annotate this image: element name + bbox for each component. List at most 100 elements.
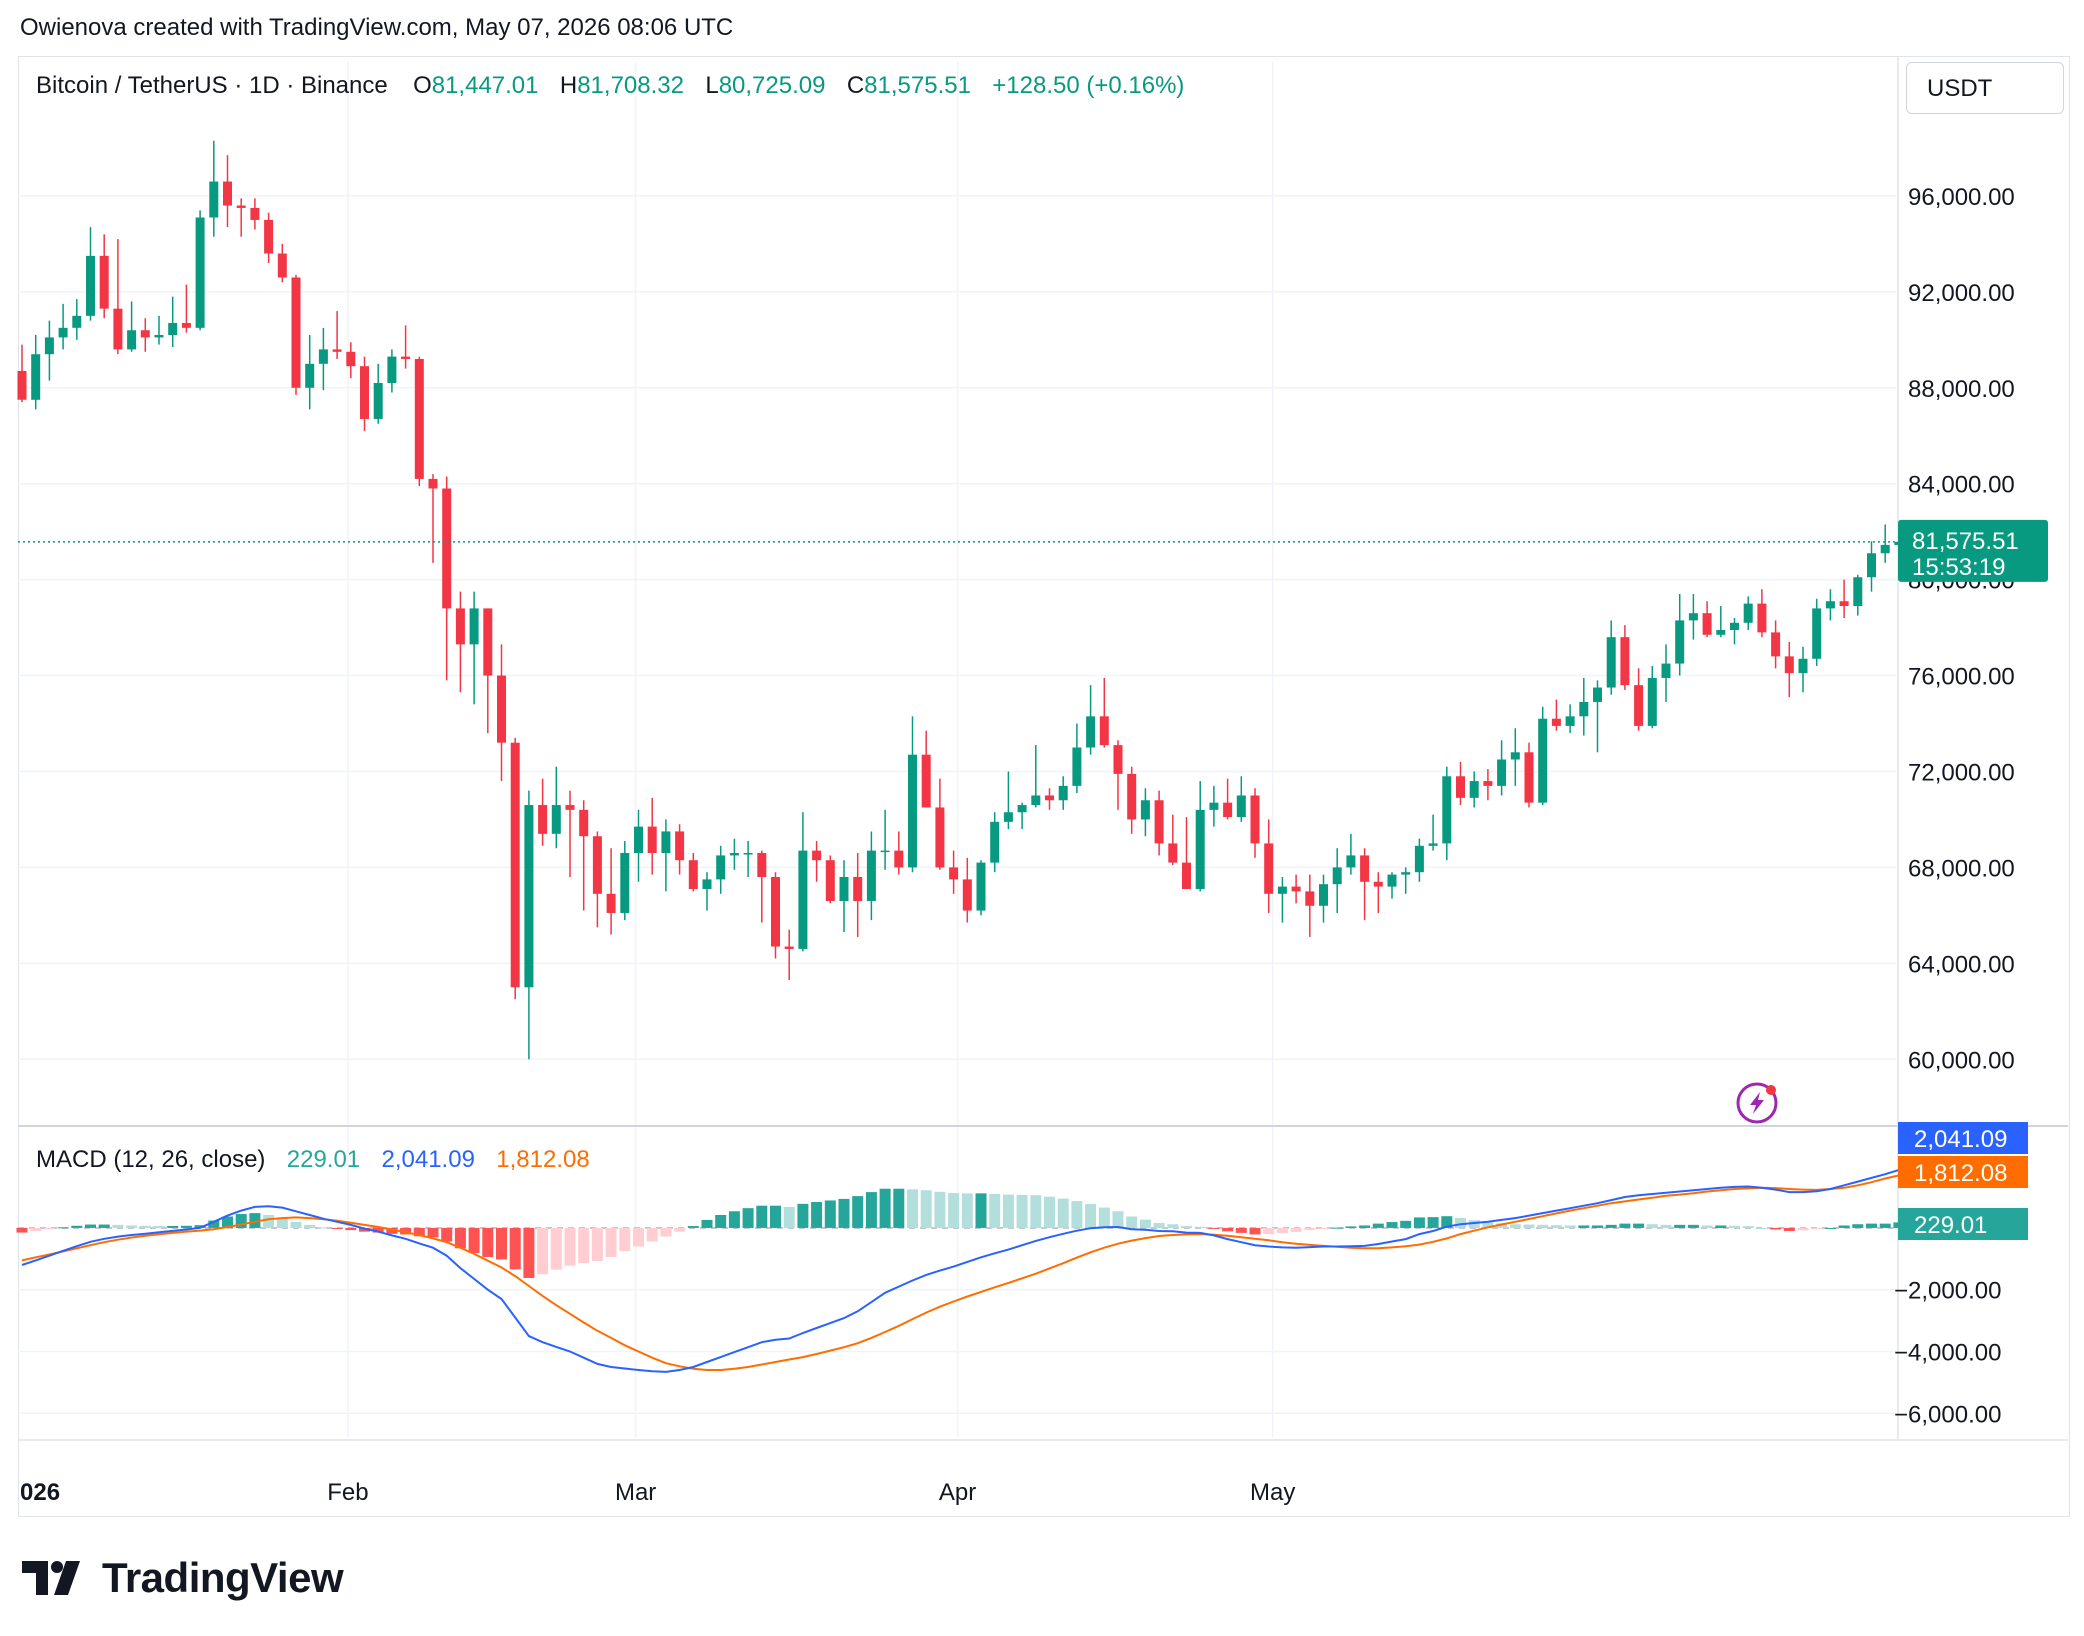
macd-histogram-bar (742, 1208, 754, 1228)
candle-body (99, 255, 109, 309)
candle-body (1853, 577, 1863, 607)
macd-histogram-bar (1413, 1217, 1425, 1228)
macd-histogram-bar (1276, 1227, 1288, 1234)
chart-credit: Owienova created with TradingView.com, M… (20, 14, 734, 41)
candle-body (908, 754, 917, 868)
macd-histogram-bar (1537, 1224, 1549, 1228)
macd-histogram-bar (1660, 1224, 1672, 1228)
macd-histogram-bar (537, 1227, 549, 1275)
macd-histogram-bar (961, 1193, 973, 1228)
candle-body (1401, 872, 1411, 875)
candle-body (469, 608, 479, 645)
macd-histogram-bar (1797, 1227, 1809, 1231)
macd-histogram-bar (290, 1221, 302, 1228)
macd-legend: MACD (12, 26, close) 229.01 2,041.09 1,8… (36, 1146, 590, 1174)
price-tick-label: 64,000.00 (1908, 951, 2015, 978)
candle-body (894, 850, 904, 868)
time-tick-label: May (1250, 1479, 1295, 1506)
candle-body (551, 805, 561, 834)
macd-histogram-bar (345, 1227, 357, 1231)
macd-histogram-bar (1386, 1222, 1398, 1228)
candle-body (181, 323, 191, 328)
candle-body (798, 850, 808, 949)
macd-histogram-bar (1331, 1227, 1343, 1229)
candle-body (688, 860, 698, 889)
lightning-alert-icon[interactable] (1736, 1082, 1778, 1124)
candle-body (1072, 747, 1082, 786)
price-tick-label: 76,000.00 (1908, 664, 2015, 691)
macd-histogram-bar (920, 1190, 932, 1228)
macd-histogram-bar (633, 1227, 644, 1247)
open-label: O (413, 72, 432, 99)
price-tick-label: 68,000.00 (1908, 855, 2015, 882)
macd-pane (16, 1163, 1927, 1373)
macd-histogram-bar (263, 1214, 275, 1228)
macd-histogram-bar (1112, 1211, 1124, 1228)
macd-histogram-bar (57, 1227, 69, 1229)
macd-histogram-bar (1427, 1217, 1439, 1228)
macd-histogram-bar (126, 1225, 138, 1228)
macd-histogram-bar (934, 1191, 946, 1228)
macd-histogram-bar (879, 1188, 891, 1228)
time-tick-label: Feb (327, 1479, 368, 1506)
macd-histogram-bar (619, 1227, 631, 1252)
macd-histogram-bar (1030, 1195, 1042, 1228)
currency-selector[interactable]: USDT (1906, 62, 2064, 114)
macd-histogram-bar (797, 1203, 809, 1228)
candle-body (236, 205, 246, 208)
candle-body (360, 366, 369, 419)
candle-body (1565, 716, 1575, 726)
macd-histogram-bar (208, 1220, 220, 1228)
candle-body (510, 742, 520, 988)
candle-body (538, 805, 548, 834)
macd-histogram-bar (1578, 1225, 1590, 1228)
candle-body (305, 363, 315, 388)
candle-body (853, 876, 863, 901)
macd-line (21, 1163, 1927, 1373)
macd-histogram-bar (1304, 1227, 1316, 1231)
macd-histogram-bar (824, 1200, 836, 1228)
macd-histogram-bar (989, 1193, 1001, 1228)
macd-tick-label: −6,000.00 (1894, 1401, 2001, 1428)
candle-body (1812, 608, 1822, 659)
price-tick-label: 60,000.00 (1908, 1047, 2015, 1074)
candle-body (1099, 716, 1109, 746)
macd-tick-label: −2,000.00 (1894, 1278, 2001, 1305)
macd-histogram-bar (331, 1227, 343, 1229)
candle-body (675, 831, 685, 861)
candle-body (72, 315, 82, 328)
candle-body (140, 330, 150, 338)
candle-body (592, 836, 602, 894)
candle-body (1373, 881, 1383, 887)
candle-body (168, 323, 178, 336)
candle-body (1277, 886, 1287, 894)
candle-body (442, 488, 452, 609)
macd-histogram-bar (139, 1225, 151, 1228)
candle-body (1003, 812, 1013, 822)
macd-histogram-bar (222, 1216, 233, 1228)
candle-body (1497, 759, 1507, 786)
chart-frame (18, 56, 2070, 1517)
macd-histogram-bar (1879, 1223, 1891, 1228)
macd-histogram-bar (783, 1206, 795, 1228)
candle-body (1784, 656, 1794, 674)
macd-histogram-bar (1441, 1216, 1453, 1228)
candle-body (949, 867, 959, 880)
close-value: 81,575.51 (864, 72, 971, 99)
symbol-label[interactable]: Bitcoin / TetherUS · 1D · Binance (36, 72, 388, 99)
candle-body (1031, 795, 1041, 806)
candle-body (1675, 620, 1685, 664)
candle-body (1305, 891, 1315, 906)
candle-body (58, 327, 68, 338)
macd-histogram-bar (43, 1227, 55, 1230)
macd-histogram-bar (701, 1219, 713, 1228)
candle-body (1524, 752, 1534, 803)
low-value: 80,725.09 (718, 72, 826, 99)
macd-histogram-bar (1400, 1220, 1412, 1228)
macd-histogram-bar (1687, 1224, 1699, 1228)
macd-histogram-bar (893, 1188, 905, 1228)
macd-histogram-bar (1235, 1227, 1247, 1233)
macd-title[interactable]: MACD (12, 26, close) (36, 1146, 266, 1173)
macd-histogram-bar (509, 1227, 521, 1270)
